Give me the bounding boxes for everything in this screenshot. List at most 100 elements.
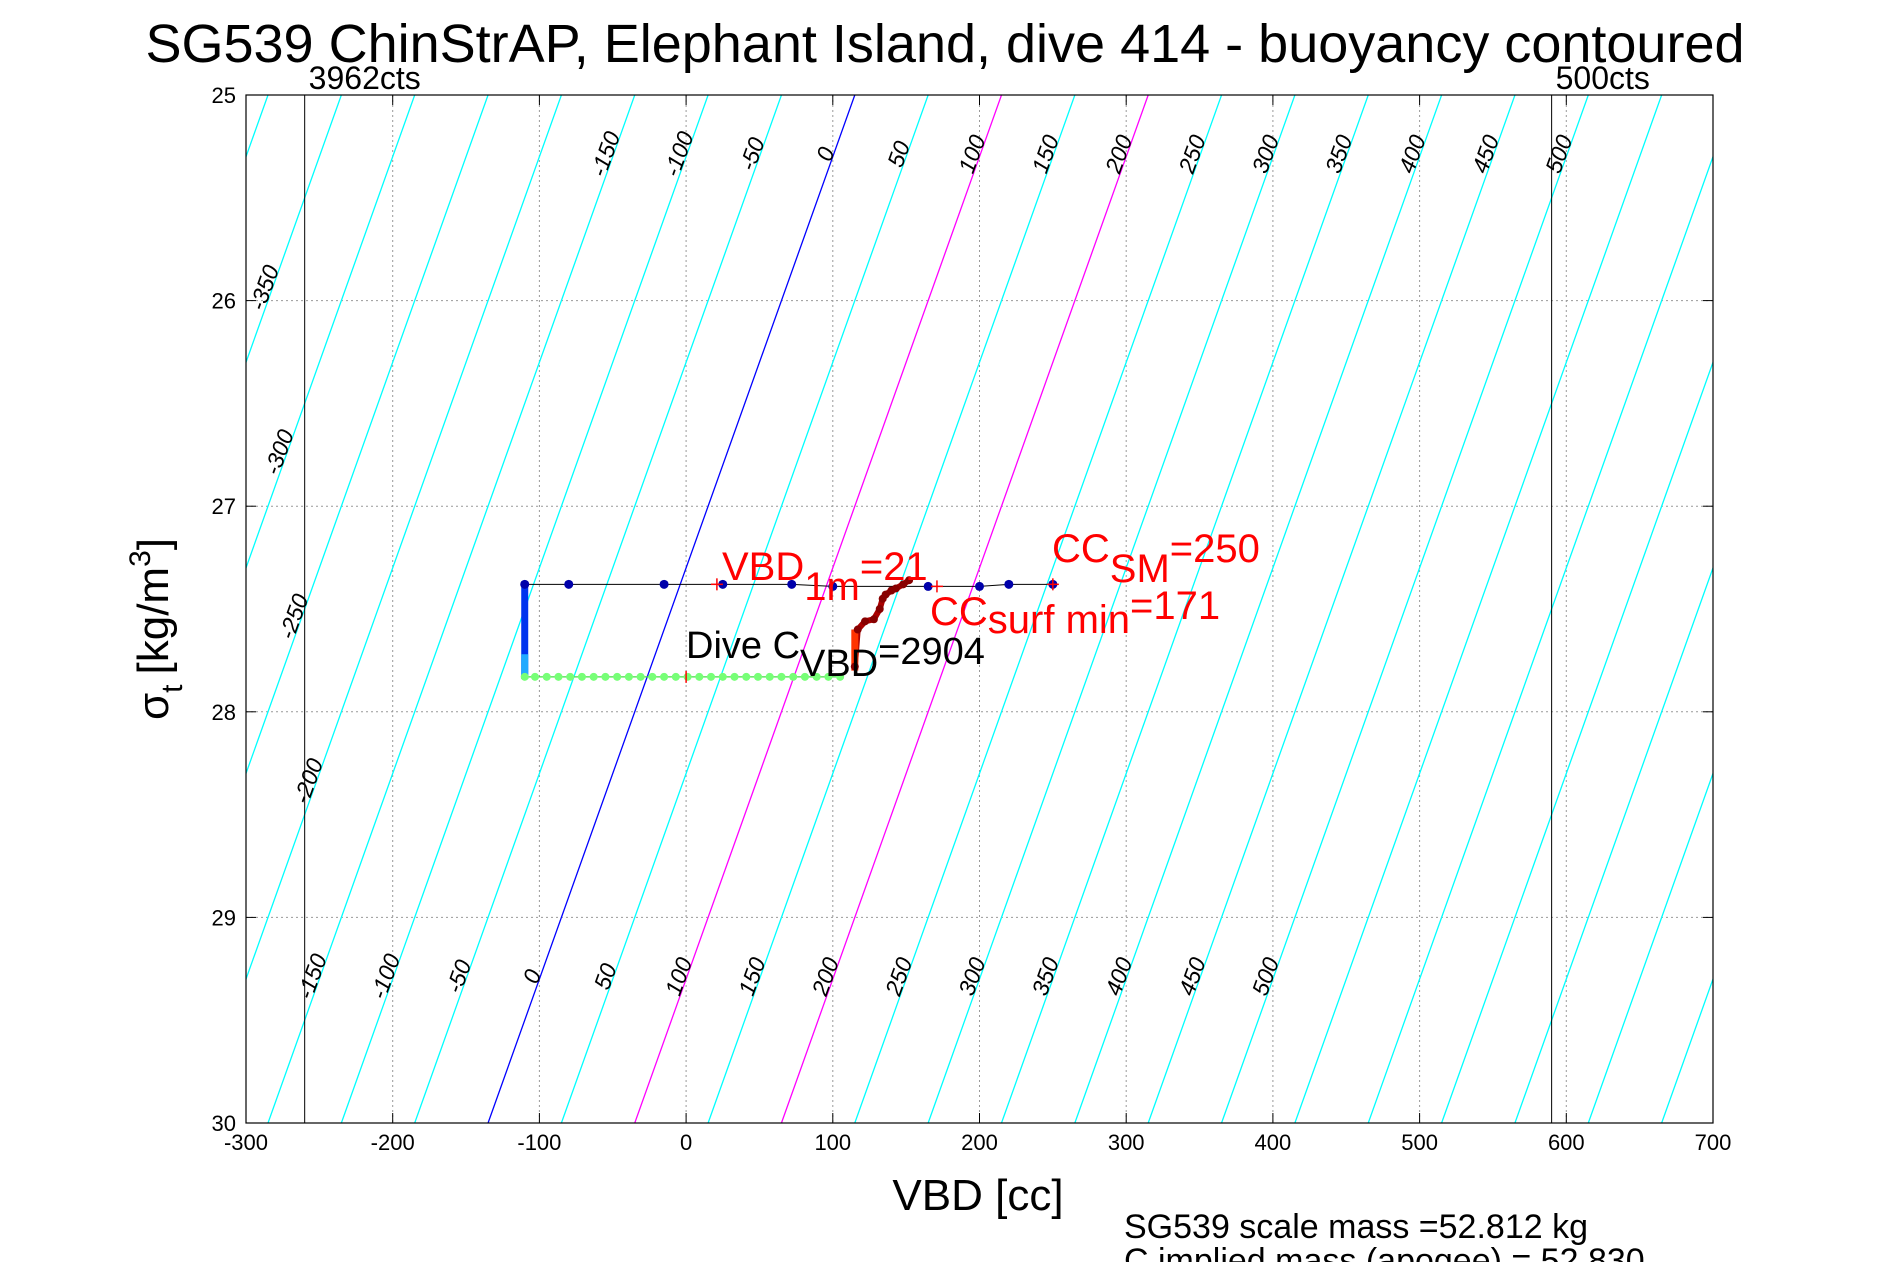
surface-point xyxy=(577,672,586,681)
x-tick-label: 400 xyxy=(1255,1130,1292,1155)
cc-sm-annotation: CCSM=250 xyxy=(1052,527,1260,591)
surface-point xyxy=(554,672,563,681)
surface-point xyxy=(683,672,692,681)
climb-point xyxy=(905,576,914,585)
dive-cvbd-sub: VBD xyxy=(800,643,878,685)
cc-surf-sup: surf min xyxy=(988,598,1130,642)
surface-point xyxy=(589,672,598,681)
vbd-1m-main: VBD xyxy=(722,545,804,589)
surface-point xyxy=(800,672,809,681)
contour-line xyxy=(1000,95,1369,1123)
contour-line xyxy=(1440,360,1713,1123)
climb-point xyxy=(881,590,890,599)
y-tick-label: 30 xyxy=(212,1111,236,1136)
y-tick-label: 27 xyxy=(212,494,236,519)
surface-point xyxy=(601,672,610,681)
contour-line xyxy=(1147,95,1516,1123)
vbd-1m-sub: 1m xyxy=(804,565,860,609)
contour-line xyxy=(780,95,1149,1123)
x-tick-label: 0 xyxy=(680,1130,692,1155)
surface-point xyxy=(789,672,798,681)
apogee-point xyxy=(1004,579,1014,589)
dive-cvbd-main: Dive C xyxy=(686,625,800,667)
vbd-limit-label: 500cts xyxy=(1556,60,1650,96)
surface-point xyxy=(566,672,575,681)
y-tick-label: 25 xyxy=(212,83,236,108)
x-tick-label: 200 xyxy=(961,1130,998,1155)
surface-point xyxy=(542,672,551,681)
climb-point xyxy=(861,617,870,626)
vbd-limit-label: 3962cts xyxy=(309,60,421,96)
x-tick-label: 100 xyxy=(814,1130,851,1155)
y-axis-label-symbol: σ xyxy=(129,693,178,720)
y-axis-label-sup: 3 xyxy=(124,550,157,567)
contour-line xyxy=(246,95,342,365)
surface-point xyxy=(730,672,739,681)
surface-point xyxy=(707,672,716,681)
contour-line xyxy=(1220,95,1589,1123)
climb-point xyxy=(891,584,900,593)
y-tick-label: 28 xyxy=(212,700,236,725)
surface-point xyxy=(836,672,845,681)
x-tick-label: 700 xyxy=(1695,1130,1732,1155)
contour-line xyxy=(414,95,783,1123)
contour-line xyxy=(1587,771,1713,1123)
cc-surf-min-annotation: CCsurf min=171 xyxy=(930,584,1220,642)
apogee-point xyxy=(520,579,530,589)
surface-point xyxy=(742,672,751,681)
apogee-point xyxy=(923,581,933,591)
x-tick-label: 300 xyxy=(1108,1130,1145,1155)
svg-text:σt[kg/m3]: σt [kg/m3] xyxy=(124,538,189,720)
climb-point xyxy=(853,625,862,634)
apogee-point xyxy=(828,581,838,591)
contour-line xyxy=(1294,95,1663,1123)
vbd-1m-value: =21 xyxy=(860,545,928,589)
contour-line xyxy=(927,95,1296,1123)
climb-point xyxy=(850,662,859,671)
contour-line xyxy=(1074,95,1443,1123)
vbd-1m-annotation: VBD1m=21 xyxy=(722,545,928,609)
surface-point xyxy=(520,672,529,681)
surface-point xyxy=(660,672,669,681)
x-tick-label: -100 xyxy=(517,1130,561,1155)
contour-line xyxy=(267,95,636,1123)
footer-implied-mass: C implied mass (apogee) = 52.830 xyxy=(1124,1242,1645,1262)
footer-scale-mass: SG539 scale mass =52.812 kg xyxy=(1124,1208,1588,1246)
y-axis-label-units: [kg/m xyxy=(129,567,178,675)
axis-ticks: -300 -200 -100 0 100 200 300 400 500 600 700 25 26 27… xyxy=(212,83,1732,1155)
apogee-point xyxy=(975,581,984,591)
cc-sm-main: CC xyxy=(1052,527,1110,571)
x-tick-label: -200 xyxy=(371,1130,415,1155)
climb-point xyxy=(875,605,884,613)
data-series xyxy=(520,576,1059,683)
surface-point xyxy=(777,672,786,681)
contour-line xyxy=(1735,95,1891,1123)
surface-point xyxy=(718,672,727,681)
x-tick-label: -300 xyxy=(224,1130,268,1155)
contour-line xyxy=(246,95,563,982)
climb-point xyxy=(869,615,878,624)
y-axis-label: σt [kg/m3] xyxy=(124,538,189,720)
apogee-point xyxy=(659,579,669,589)
surface-point xyxy=(530,672,539,681)
surface-point xyxy=(824,672,833,681)
contour-line xyxy=(854,95,1223,1123)
contour-line xyxy=(487,95,856,1123)
buoyancy-contours xyxy=(246,95,1891,1123)
contour-line xyxy=(1514,565,1713,1123)
apogee-point xyxy=(787,579,797,589)
cc-surf-main: CC xyxy=(930,590,988,634)
surface-point xyxy=(753,672,762,681)
y-axis-label-sub: t xyxy=(156,684,189,693)
contour-line xyxy=(560,95,929,1123)
cc-sm-sub: SM xyxy=(1110,547,1170,591)
apogee-point xyxy=(564,579,574,589)
y-axis-label-close: ] xyxy=(129,538,178,550)
cc-sm-value: =250 xyxy=(1170,527,1260,571)
grid-lines xyxy=(246,95,1713,1123)
surface-point xyxy=(695,672,704,681)
surface-point xyxy=(765,672,774,681)
x-tick-label: 500 xyxy=(1401,1130,1438,1155)
